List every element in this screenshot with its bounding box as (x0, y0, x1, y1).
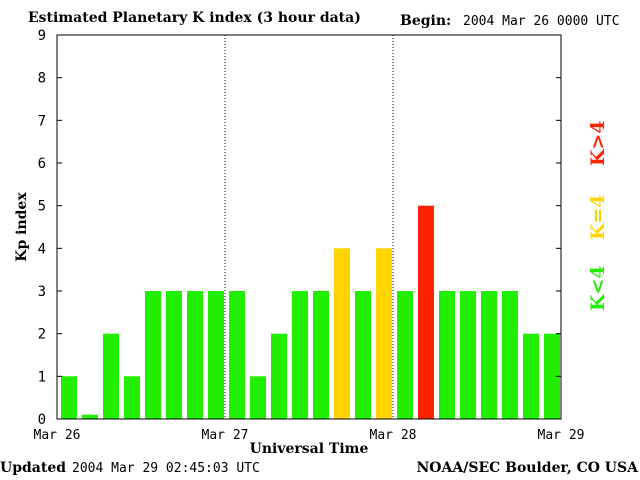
kp-bar (208, 291, 224, 419)
legend-above-4: K>4 (587, 120, 609, 166)
kp-bar (124, 376, 140, 419)
y-tick-label: 4 (38, 241, 46, 257)
kp-bar (544, 333, 560, 419)
kp-bar (418, 205, 434, 419)
x-tick-label: Mar 27 (202, 428, 249, 443)
x-tick-label: Mar 29 (538, 428, 585, 443)
y-tick-label: 5 (38, 199, 46, 215)
kp-bar (460, 291, 476, 419)
kp-bar (187, 291, 203, 419)
begin-label: Begin: (400, 13, 452, 29)
kp-bar (250, 376, 266, 419)
y-tick-label: 6 (38, 156, 46, 172)
x-tick-label: Mar 28 (370, 428, 417, 443)
kp-bar (313, 291, 329, 419)
y-tick-label: 8 (38, 71, 46, 87)
kp-bar (502, 291, 518, 419)
x-tick-label: Mar 26 (34, 428, 81, 443)
credit-text: NOAA/SEC Boulder, CO USA (416, 460, 639, 476)
kp-bar (355, 291, 371, 419)
kp-bar (271, 333, 287, 419)
kp-bar (145, 291, 161, 419)
y-tick-label: 2 (38, 327, 46, 343)
kp-bar (376, 248, 392, 419)
updated-value: 2004 Mar 29 02:45:03 UTC (72, 461, 260, 476)
kp-bar (82, 414, 98, 419)
kp-bar (481, 291, 497, 419)
y-axis-title: Kp index (14, 192, 30, 262)
kp-bar (292, 291, 308, 419)
kp-bar (229, 291, 245, 419)
kp-bar (61, 376, 77, 419)
y-tick-label: 9 (38, 28, 46, 44)
kp-bar (334, 248, 350, 419)
begin-value: 2004 Mar 26 0000 UTC (463, 14, 620, 29)
kp-bar (166, 291, 182, 419)
kp-bar (523, 333, 539, 419)
kp-bar (397, 291, 413, 419)
kp-bar (439, 291, 455, 419)
x-axis-title: Universal Time (250, 441, 369, 457)
y-tick-label: 7 (38, 113, 46, 129)
kp-bar (103, 333, 119, 419)
y-tick-label: 3 (38, 284, 46, 300)
plot-frame (56, 34, 562, 420)
legend-below-4: K<4 (587, 265, 609, 311)
updated-label: Updated (0, 460, 67, 476)
chart-title: Estimated Planetary K index (3 hour data… (28, 10, 361, 26)
y-tick-label: 0 (38, 412, 46, 428)
y-tick-label: 1 (38, 369, 46, 385)
legend-equal-4: K=4 (587, 194, 609, 240)
